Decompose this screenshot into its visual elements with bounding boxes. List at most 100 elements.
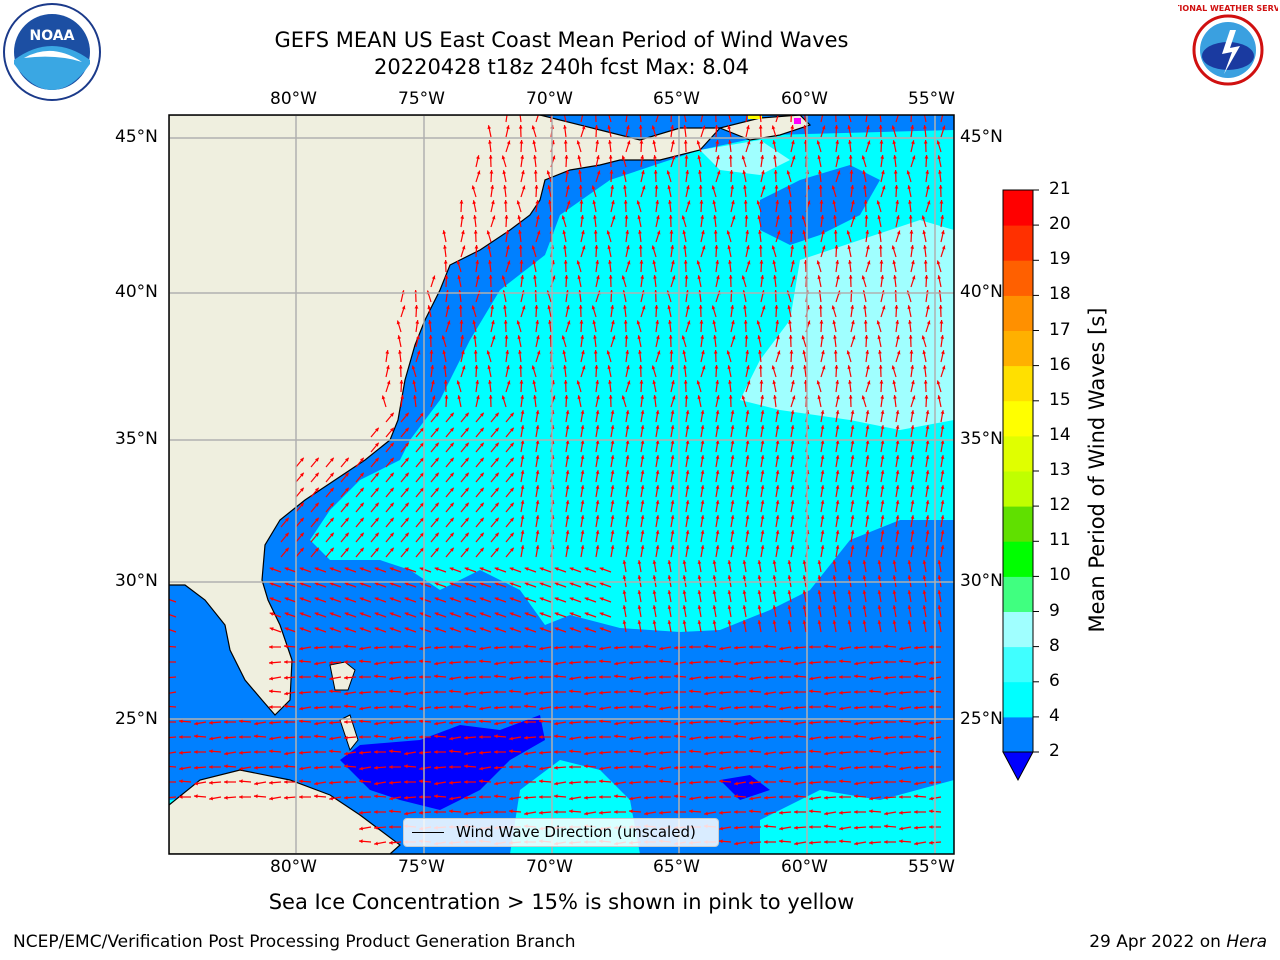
direction-arrowhead [359,567,364,571]
direction-arrowhead [533,155,537,159]
direction-arrowhead [670,485,675,489]
direction-arrowhead [599,779,603,784]
direction-arrowhead [640,470,645,474]
direction-arrowhead [835,485,840,489]
direction-arrowhead [480,517,484,522]
direction-arrowhead [644,780,648,784]
legend-label: Wind Wave Direction (unscaled) [456,823,696,841]
direction-arrowhead [566,320,571,325]
direction-arrowhead [685,545,690,549]
lon-label-top: 75°W [398,89,445,109]
direction-arrowhead [535,320,540,324]
direction-arrowhead [745,470,750,474]
direction-arrowhead [164,796,168,800]
direction-arrowhead [629,705,633,709]
direction-arrowhead [895,425,900,429]
direction-arrowhead [674,661,678,666]
direction-arrowhead [689,689,693,694]
direction-arrowhead [419,675,423,679]
direction-arrowhead [899,706,903,711]
direction-arrowhead [899,795,903,799]
direction-arrowhead [682,560,687,564]
direction-arrowhead [623,185,627,189]
direction-arrowhead [611,335,616,340]
direction-arrowhead [655,500,660,504]
direction-arrowhead [239,795,243,799]
direction-arrowhead [759,380,764,384]
direction-arrowhead [644,675,648,680]
direction-arrowhead [638,365,643,369]
direction-arrowhead [565,530,570,534]
direction-arrowhead [622,170,627,175]
direction-arrowhead [854,721,858,726]
direction-arrowhead [839,706,843,711]
direction-arrowhead [906,170,911,175]
direction-arrowhead [764,735,768,740]
direction-arrowhead [404,660,408,664]
direction-arrowhead [569,612,574,616]
direction-arrowhead [554,734,558,739]
direction-arrowhead [734,661,738,666]
direction-arrowhead [809,796,813,801]
direction-arrowhead [910,515,915,519]
direction-arrowhead [713,335,717,339]
direction-arrowhead [640,530,645,534]
direction-arrowhead [698,170,702,174]
direction-arrowhead [434,765,438,770]
direction-arrowhead [300,487,304,492]
direction-arrowhead [734,690,738,694]
direction-arrowhead [839,750,843,755]
direction-arrowhead [728,380,732,384]
direction-arrowhead [584,720,588,724]
direction-arrowhead [734,765,738,770]
direction-arrowhead [730,545,735,549]
direction-arrowhead [926,320,931,325]
direction-arrowhead [606,350,611,355]
direction-arrowhead [565,545,570,549]
direction-arrowhead [790,500,795,504]
direction-arrowhead [344,597,349,601]
direction-arrowhead [850,425,855,429]
direction-arrowhead [638,350,642,354]
direction-arrowhead [443,365,447,369]
direction-arrowhead [787,305,792,310]
direction-arrowhead [405,547,409,552]
direction-arrowhead [505,350,510,354]
direction-arrowhead [923,260,928,264]
direction-arrowhead [682,605,687,609]
direction-arrowhead [715,380,720,384]
direction-arrowhead [194,794,198,799]
direction-arrowhead [390,517,394,522]
direction-arrowhead [790,515,795,519]
direction-arrowhead [581,230,585,235]
direction-arrowhead [907,620,912,624]
direction-arrowhead [832,620,837,624]
direction-arrowhead [850,485,855,489]
lat-label-left: 30°N [115,571,158,591]
direction-arrowhead [895,200,900,204]
direction-arrowhead [580,530,585,534]
direction-arrowhead [701,230,705,235]
direction-arrowhead [284,751,288,756]
direction-arrowhead [848,275,853,279]
direction-arrowhead [563,140,568,144]
direction-arrowhead [937,275,942,280]
lat-label-right: 40°N [960,282,1003,302]
direction-arrowhead [909,230,914,234]
direction-arrowhead [719,690,723,695]
direction-arrowhead [652,590,657,594]
direction-arrowhead [775,530,780,534]
direction-arrowhead [299,612,304,616]
direction-arrowhead [554,750,558,754]
direction-arrowhead [668,335,673,339]
direction-arrowhead [914,794,918,799]
direction-arrowhead [744,335,749,339]
direction-arrowhead [345,457,349,462]
direction-arrowhead [547,305,552,310]
direction-arrowhead [727,245,732,250]
direction-arrowhead [802,350,807,355]
direction-arrowhead [459,320,464,324]
direction-arrowhead [621,275,626,280]
direction-arrowhead [847,620,852,624]
direction-arrowhead [869,676,873,681]
